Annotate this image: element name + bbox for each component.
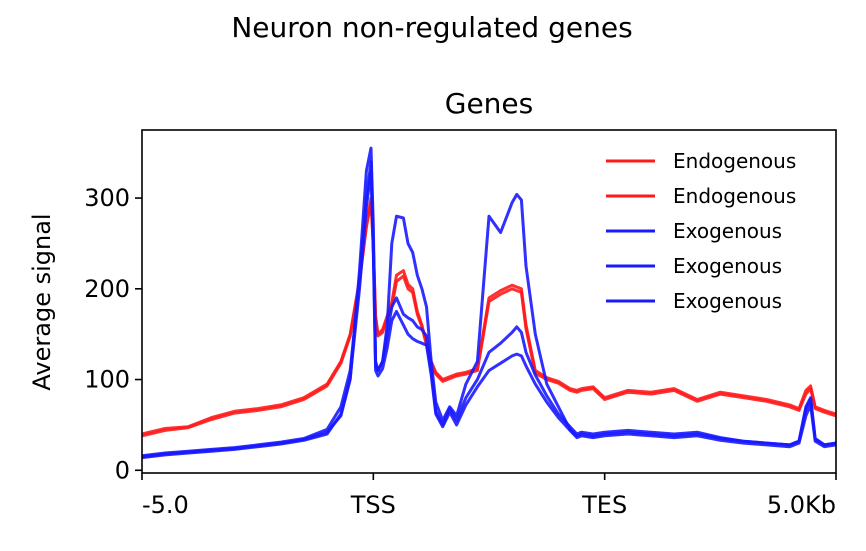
y-tick-label: 300 <box>84 184 130 212</box>
legend-label: Endogenous <box>673 184 796 208</box>
x-tick-label: 5.0Kb <box>767 491 836 519</box>
x-tick-label: TES <box>581 491 627 519</box>
series-line-2 <box>141 200 837 438</box>
x-tick-label: TSS <box>350 491 396 519</box>
legend-label: Exogenous <box>673 219 782 243</box>
plot-area <box>141 129 837 474</box>
y-tick-label: 100 <box>84 366 130 394</box>
x-axis: -5.0 TSS TES 5.0Kb <box>141 473 837 519</box>
legend-label: Exogenous <box>673 289 782 313</box>
series-layer <box>141 146 837 460</box>
y-axis: 0 100 200 300 <box>84 184 142 484</box>
y-tick-label: 200 <box>84 275 130 303</box>
plot-frame <box>141 129 837 474</box>
y-axis-label: Average signal <box>28 213 56 390</box>
figure-suptitle: Neuron non-regulated genes <box>231 11 632 44</box>
legend-label: Exogenous <box>673 254 782 278</box>
y-tick-label: 0 <box>115 456 130 484</box>
chart-title: Genes <box>445 87 533 120</box>
legend: Endogenous Endogenous Exogenous Exogenous Ex… <box>606 149 796 313</box>
x-tick-label: -5.0 <box>142 491 189 519</box>
series-line-5 <box>141 169 837 460</box>
legend-label: Endogenous <box>673 149 796 173</box>
